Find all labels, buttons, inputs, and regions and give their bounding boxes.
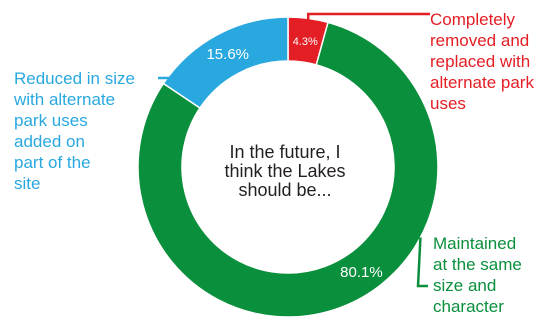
callout-maintained-line-3: size and <box>433 276 497 295</box>
callout-removed-line-5: uses <box>430 94 466 113</box>
value-label-reduced: 15.6% <box>206 46 249 63</box>
callout-removed-line-3: replaced with <box>430 52 531 71</box>
slice-reduced <box>162 16 289 110</box>
callout-removed: Completely removed and replaced with alt… <box>430 9 534 114</box>
center-label-line-2: think the Lakes <box>224 161 346 181</box>
callout-reduced-line-2: with alternate <box>14 90 116 109</box>
leader-maintained <box>416 237 428 288</box>
slice-maintained <box>137 21 439 318</box>
callout-maintained: Maintained at the same size and characte… <box>433 233 522 317</box>
value-label-removed: 4.3% <box>293 36 318 48</box>
leader-removed <box>306 12 430 21</box>
callout-reduced-line-5: part of the <box>14 153 91 172</box>
callout-maintained-line-1: Maintained <box>433 234 517 253</box>
callout-removed-line-2: removed and <box>430 31 530 50</box>
callout-reduced-line-6: site <box>14 174 41 193</box>
callout-maintained-line-2: at the same <box>433 255 522 274</box>
center-label-line-3: should be... <box>238 180 332 200</box>
leader-reduced <box>158 49 198 91</box>
callout-removed-line-1: Completely <box>430 10 516 29</box>
callout-maintained-line-4: character <box>433 297 504 316</box>
center-label: In the future, I think the Lakes should … <box>205 143 365 200</box>
value-label-maintained: 80.1% <box>340 264 383 281</box>
callout-reduced: Reduced in size with alternate park uses… <box>14 68 135 194</box>
center-label-line-1: In the future, I <box>229 142 341 162</box>
callout-removed-line-4: alternate park <box>430 73 534 92</box>
callout-reduced-line-1: Reduced in size <box>14 69 135 88</box>
callout-reduced-line-4: added on <box>14 132 85 151</box>
callout-reduced-line-3: park uses <box>14 111 88 130</box>
